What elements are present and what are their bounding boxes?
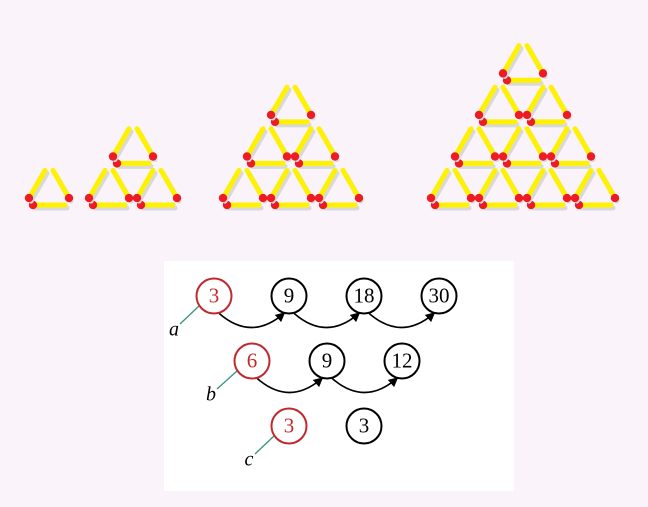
value-circle (347, 279, 382, 314)
value-circle (272, 409, 307, 444)
leader-line (180, 306, 199, 324)
value-circle (310, 344, 345, 379)
value-circle (197, 279, 232, 314)
difference-arrow (332, 379, 397, 393)
difference-table-svg (164, 261, 514, 491)
leader-line (255, 436, 274, 454)
difference-arrow (369, 314, 434, 328)
difference-arrow (257, 379, 322, 393)
value-circle (385, 344, 420, 379)
leader-line (217, 371, 237, 389)
value-circle (422, 279, 457, 314)
difference-arrow (294, 314, 359, 328)
value-circle (235, 344, 270, 379)
value-circle (347, 409, 382, 444)
difference-table-panel: 391830a6912b33c (164, 261, 514, 491)
difference-arrow (219, 314, 284, 328)
value-circle (272, 279, 307, 314)
matchstick-pyramids (0, 0, 648, 230)
